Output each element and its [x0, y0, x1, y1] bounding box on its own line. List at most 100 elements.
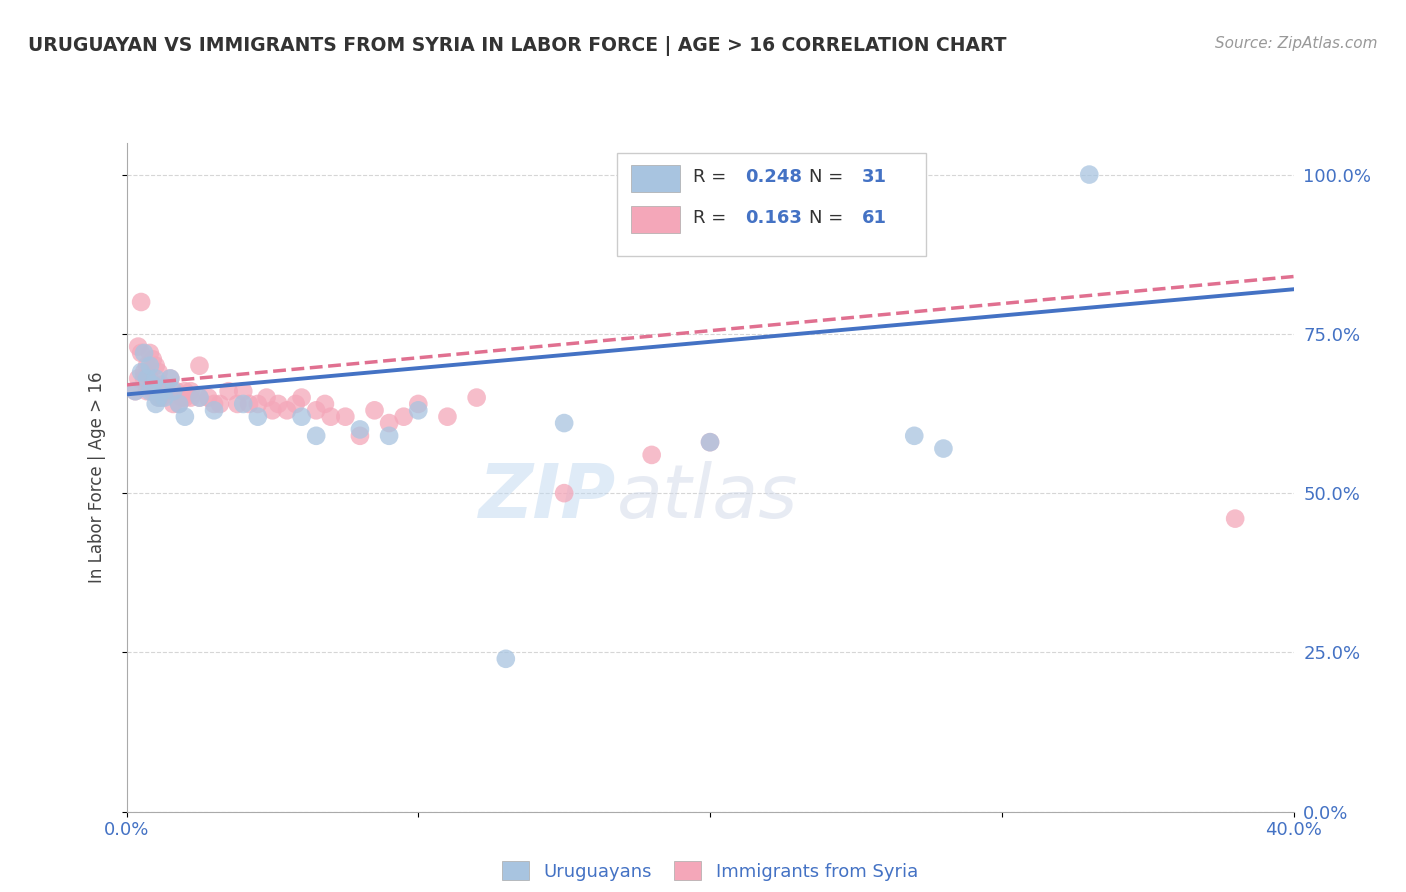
Point: [284, 397, 307, 411]
Point: [276, 403, 298, 417]
Point: [139, 384, 162, 399]
Point: [408, 397, 430, 411]
Point: [136, 371, 159, 385]
Point: [167, 397, 190, 411]
Point: [305, 429, 328, 443]
Point: [378, 429, 401, 443]
Point: [174, 391, 197, 405]
Text: Source: ZipAtlas.com: Source: ZipAtlas.com: [1215, 36, 1378, 51]
Text: R =: R =: [693, 168, 731, 186]
Point: [1223, 511, 1246, 525]
Point: [136, 384, 159, 399]
Text: 0.163: 0.163: [745, 210, 801, 227]
Point: [202, 397, 225, 411]
Point: [256, 391, 278, 405]
Point: [148, 391, 170, 405]
Point: [150, 384, 173, 399]
Legend: Uruguayans, Immigrants from Syria: Uruguayans, Immigrants from Syria: [494, 852, 927, 889]
Point: [127, 371, 149, 385]
Point: [159, 371, 181, 385]
Text: 61: 61: [862, 210, 887, 227]
Point: [180, 391, 202, 405]
Point: [218, 384, 240, 399]
Text: ZIP: ZIP: [479, 461, 617, 533]
Point: [148, 365, 170, 379]
Point: [170, 391, 193, 405]
Point: [495, 652, 517, 666]
Point: [553, 486, 575, 500]
Point: [129, 346, 152, 360]
Point: [238, 397, 260, 411]
Text: URUGUAYAN VS IMMIGRANTS FROM SYRIA IN LABOR FORCE | AGE > 16 CORRELATION CHART: URUGUAYAN VS IMMIGRANTS FROM SYRIA IN LA…: [28, 36, 1007, 55]
Point: [142, 384, 165, 399]
Point: [136, 359, 159, 373]
Point: [156, 384, 179, 399]
Point: [142, 352, 165, 367]
Point: [132, 365, 155, 379]
Point: [232, 397, 254, 411]
FancyBboxPatch shape: [631, 206, 679, 233]
Point: [699, 435, 721, 450]
Point: [153, 384, 176, 399]
Point: [378, 416, 401, 430]
Point: [127, 340, 149, 354]
Point: [349, 422, 371, 436]
Point: [335, 409, 357, 424]
FancyBboxPatch shape: [617, 153, 927, 257]
Point: [903, 429, 925, 443]
Point: [129, 365, 152, 379]
FancyBboxPatch shape: [631, 165, 679, 192]
Point: [145, 397, 167, 411]
Point: [145, 359, 167, 373]
Point: [159, 371, 181, 385]
Point: [932, 442, 955, 456]
Point: [132, 346, 155, 360]
Point: [246, 397, 269, 411]
Point: [319, 409, 342, 424]
Point: [148, 391, 170, 405]
Point: [553, 416, 575, 430]
Point: [150, 377, 173, 392]
Point: [465, 391, 488, 405]
Point: [139, 346, 162, 360]
Point: [132, 371, 155, 385]
Point: [392, 409, 415, 424]
Text: 31: 31: [862, 168, 887, 186]
Point: [314, 397, 336, 411]
Point: [232, 384, 254, 399]
Point: [188, 391, 211, 405]
Point: [246, 409, 269, 424]
Point: [202, 403, 225, 417]
Point: [699, 435, 721, 450]
Point: [262, 403, 284, 417]
Point: [165, 384, 187, 399]
Point: [162, 397, 184, 411]
Point: [305, 403, 328, 417]
Point: [174, 409, 197, 424]
Point: [162, 384, 184, 399]
Point: [436, 409, 458, 424]
Point: [139, 371, 162, 385]
Point: [188, 359, 211, 373]
Point: [290, 391, 312, 405]
Point: [188, 391, 211, 405]
Text: N =: N =: [810, 210, 849, 227]
Text: R =: R =: [693, 210, 731, 227]
Point: [142, 377, 165, 392]
Point: [349, 429, 371, 443]
Point: [139, 359, 162, 373]
Point: [150, 391, 173, 405]
Point: [1078, 168, 1101, 182]
Point: [408, 403, 430, 417]
Point: [145, 371, 167, 385]
Text: 0.248: 0.248: [745, 168, 801, 186]
Y-axis label: In Labor Force | Age > 16: In Labor Force | Age > 16: [87, 371, 105, 583]
Point: [174, 384, 197, 399]
Point: [267, 397, 290, 411]
Point: [153, 391, 176, 405]
Point: [180, 384, 202, 399]
Text: atlas: atlas: [617, 461, 799, 533]
Point: [208, 397, 231, 411]
Point: [226, 397, 249, 411]
Point: [124, 384, 146, 399]
